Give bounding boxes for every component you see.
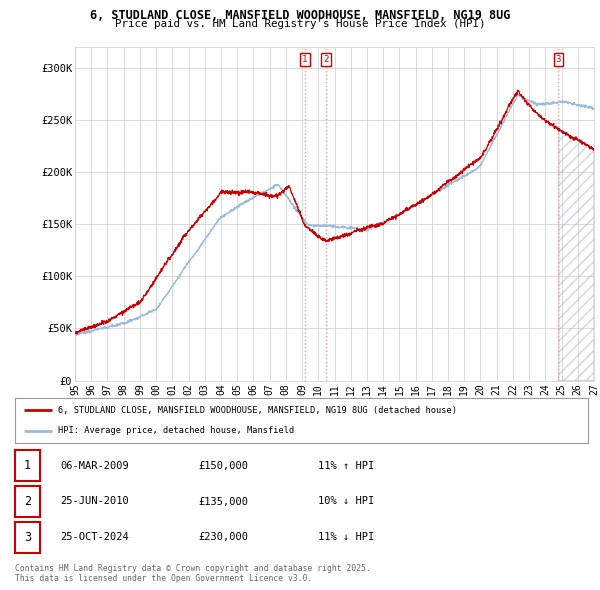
Text: 10% ↓ HPI: 10% ↓ HPI bbox=[318, 497, 374, 506]
Text: 11% ↓ HPI: 11% ↓ HPI bbox=[318, 533, 374, 542]
Text: £230,000: £230,000 bbox=[198, 533, 248, 542]
Text: 11% ↑ HPI: 11% ↑ HPI bbox=[318, 461, 374, 470]
Text: 3: 3 bbox=[24, 531, 31, 544]
Text: Contains HM Land Registry data © Crown copyright and database right 2025.
This d: Contains HM Land Registry data © Crown c… bbox=[15, 563, 371, 583]
Text: 25-JUN-2010: 25-JUN-2010 bbox=[60, 497, 129, 506]
Text: 06-MAR-2009: 06-MAR-2009 bbox=[60, 461, 129, 470]
Text: 25-OCT-2024: 25-OCT-2024 bbox=[60, 533, 129, 542]
Text: £150,000: £150,000 bbox=[198, 461, 248, 470]
Text: 2: 2 bbox=[24, 495, 31, 508]
Text: 6, STUDLAND CLOSE, MANSFIELD WOODHOUSE, MANSFIELD, NG19 8UG: 6, STUDLAND CLOSE, MANSFIELD WOODHOUSE, … bbox=[90, 9, 510, 22]
Text: Price paid vs. HM Land Registry's House Price Index (HPI): Price paid vs. HM Land Registry's House … bbox=[115, 19, 485, 30]
Text: HPI: Average price, detached house, Mansfield: HPI: Average price, detached house, Mans… bbox=[58, 426, 294, 435]
Text: 6, STUDLAND CLOSE, MANSFIELD WOODHOUSE, MANSFIELD, NG19 8UG (detached house): 6, STUDLAND CLOSE, MANSFIELD WOODHOUSE, … bbox=[58, 406, 457, 415]
Text: 1: 1 bbox=[302, 55, 308, 64]
Text: 3: 3 bbox=[556, 55, 561, 64]
Text: 1: 1 bbox=[24, 459, 31, 472]
Text: £135,000: £135,000 bbox=[198, 497, 248, 506]
Text: 2: 2 bbox=[323, 55, 329, 64]
